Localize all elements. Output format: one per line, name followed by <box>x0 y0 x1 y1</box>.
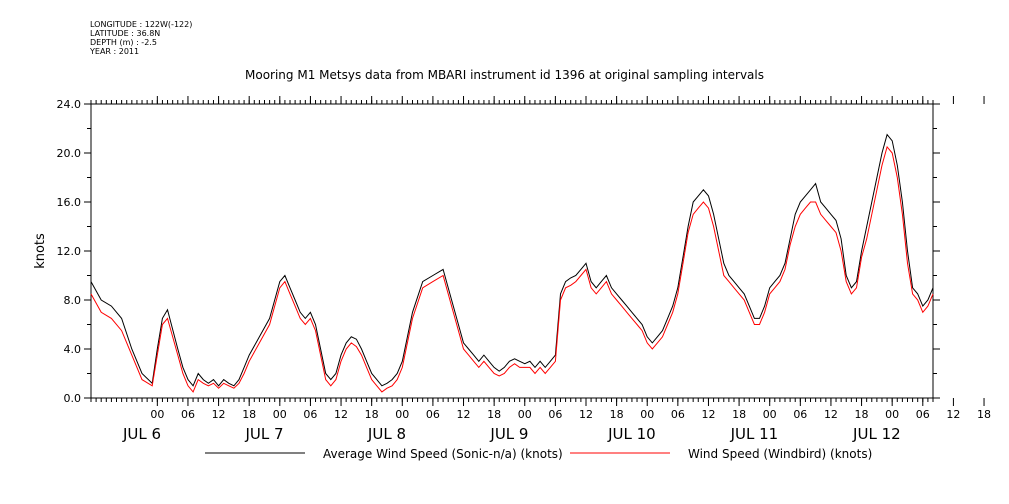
x-hour-label: 12 <box>824 408 838 421</box>
x-hour-label: 00 <box>273 408 287 421</box>
y-tick-label: 12.0 <box>57 245 82 258</box>
metadata-block: LONGITUDE : 122W(-122) LATITUDE : 36.8N … <box>90 20 192 56</box>
series-line-windbird <box>90 145 934 393</box>
y-tick-label: 4.0 <box>64 343 82 356</box>
x-hour-label: 12 <box>334 408 348 421</box>
series-layer <box>90 133 934 393</box>
x-day-label: JUL 10 <box>607 425 656 443</box>
y-tick-label: 20.0 <box>57 147 82 160</box>
series-line-sonic <box>90 133 934 387</box>
x-hour-label: 18 <box>242 408 256 421</box>
x-hour-label: 06 <box>793 408 807 421</box>
legend-windbird-label: Wind Speed (Windbird) (knots) <box>688 447 872 461</box>
x-hour-label: 12 <box>701 408 715 421</box>
y-axis: 0.0 4.0 8.0 12.0 16.0 20.0 24.0 <box>57 98 940 405</box>
x-hour-label: 06 <box>426 408 440 421</box>
x-hour-label: 12 <box>946 408 960 421</box>
x-hour-label: 12 <box>212 408 226 421</box>
x-hour-label: 00 <box>395 408 409 421</box>
x-day-label: JUL 11 <box>730 425 779 443</box>
x-day-label: JUL 6 <box>122 425 161 443</box>
x-hour-label: 06 <box>181 408 195 421</box>
x-hour-label: 00 <box>885 408 899 421</box>
x-hour-label: 00 <box>640 408 654 421</box>
plot-frame <box>90 103 934 399</box>
y-tick-label: 8.0 <box>64 294 82 307</box>
longitude-text: LONGITUDE : 122W(-122) <box>90 20 193 29</box>
x-hour-label: 00 <box>763 408 777 421</box>
x-day-label: JUL 12 <box>852 425 901 443</box>
x-hour-label: 18 <box>855 408 869 421</box>
x-day-label: JUL 9 <box>489 425 528 443</box>
y-tick-label: 24.0 <box>57 98 82 111</box>
latitude-text: LATITUDE : 36.8N <box>90 29 161 38</box>
year-text: YEAR : 2011 <box>90 47 140 56</box>
x-hour-label: 18 <box>487 408 501 421</box>
x-day-label: JUL 8 <box>367 425 406 443</box>
x-hour-label: 06 <box>916 408 930 421</box>
y-tick-label: 16.0 <box>57 196 82 209</box>
depth-text: DEPTH (m) : -2.5 <box>90 38 157 47</box>
x-hour-label: 00 <box>518 408 532 421</box>
x-hour-label: 06 <box>548 408 562 421</box>
legend-sonic-label: Average Wind Speed (Sonic-n/a) (knots) <box>323 447 563 461</box>
y-tick-label: 0.0 <box>64 392 82 405</box>
minor-ticks <box>90 100 934 402</box>
legend: Average Wind Speed (Sonic-n/a) (knots) W… <box>205 447 872 461</box>
y-axis-label: knots <box>33 233 48 269</box>
x-hour-label: 12 <box>457 408 471 421</box>
x-hour-label: 18 <box>365 408 379 421</box>
x-hour-label: 00 <box>150 408 164 421</box>
x-hour-label: 18 <box>732 408 746 421</box>
x-hour-label: 06 <box>671 408 685 421</box>
chart-title: Mooring M1 Metsys data from MBARI instru… <box>245 68 764 82</box>
x-axis: 00 06 12 18 00 06 12 18 00 06 12 18 00 06 12 18 00 06 12 18… <box>122 96 991 443</box>
x-hour-label: 06 <box>303 408 317 421</box>
x-day-label: JUL 7 <box>244 425 283 443</box>
x-hour-label: 18 <box>977 408 991 421</box>
x-hour-label: 18 <box>610 408 624 421</box>
x-hour-label: 12 <box>579 408 593 421</box>
